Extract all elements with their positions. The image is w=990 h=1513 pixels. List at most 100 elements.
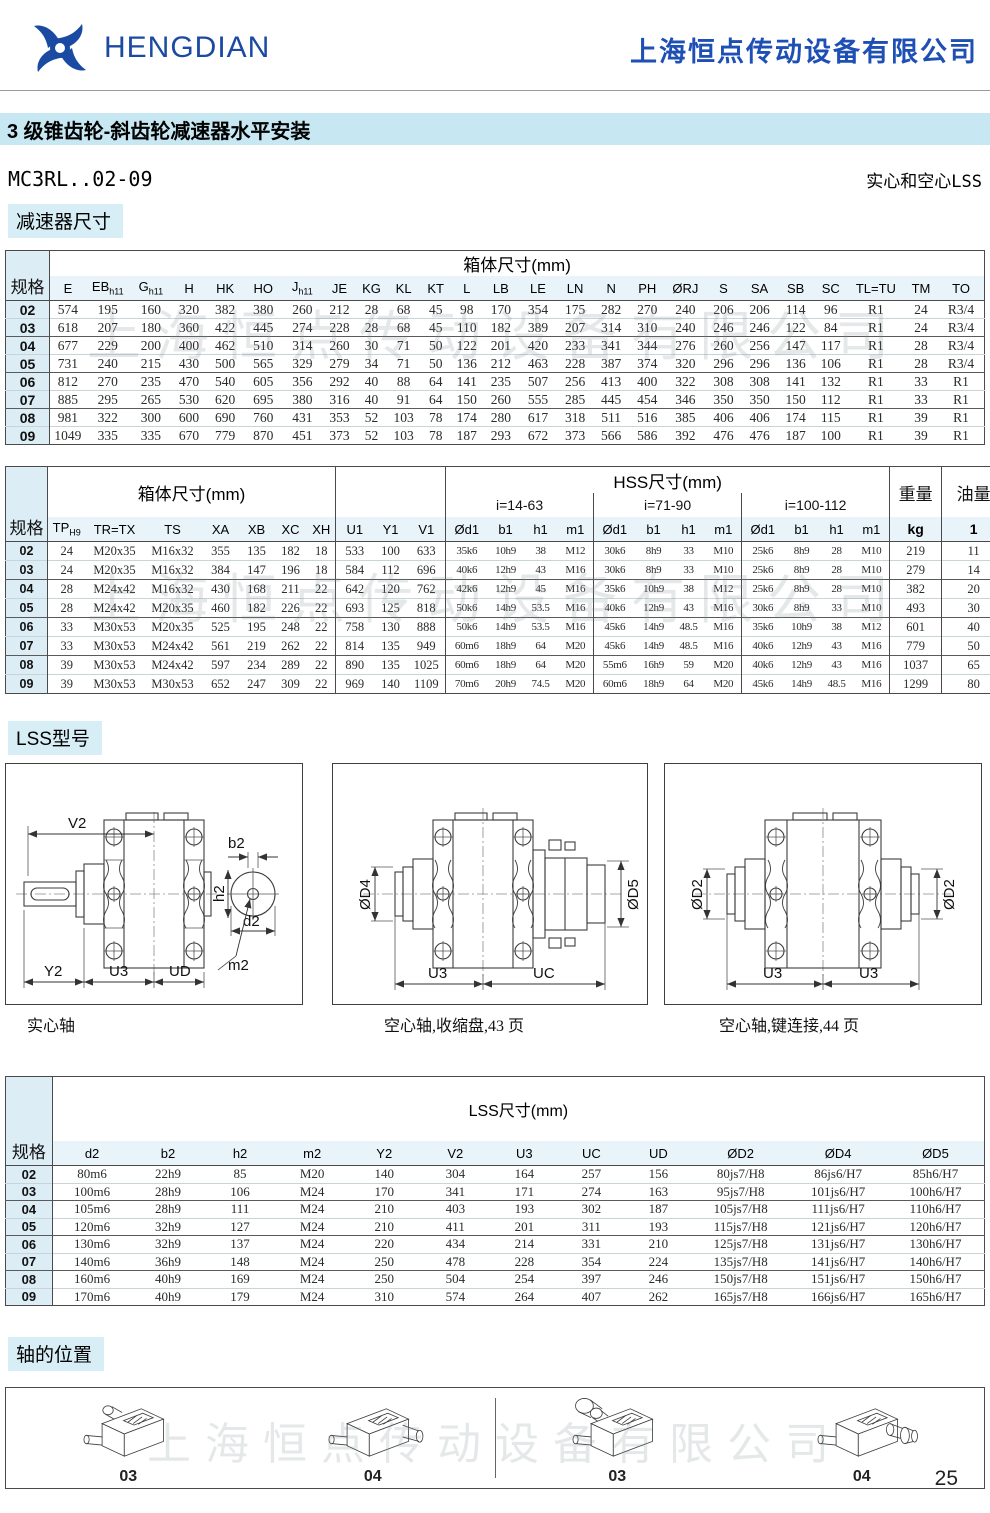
value-cell: 8h9 [645,564,662,576]
spacer-header [335,466,446,517]
value-cell: 18h9 [643,678,664,690]
column-header: TS [143,517,202,542]
value-cell: 86js6/H7 [814,1166,862,1182]
column-header: H [171,276,207,301]
value-cell: 125js7/H8 [713,1236,768,1252]
value-cell: 182 [281,543,300,558]
value-cell: R1 [953,373,969,389]
spec-cell: 06 [5,372,51,391]
value-cell: M20x35 [93,562,136,577]
value-cell: 150 [785,391,806,407]
table: 规格 箱体尺寸(mm) HSS尺寸(mm) 重量 油量 i=14-63 i=71-90 i=1… [5,466,990,694]
value-cell: 60m6 [593,674,636,694]
value-cell: 32h9 [154,1218,181,1234]
value-cell: 229 [97,337,118,353]
value-cell: R1 [953,409,969,425]
value-cell: 235 [140,373,162,389]
value-cell: 387 [601,355,622,371]
value-cell: 28h9 [154,1183,181,1199]
position-number: 03 [608,1468,627,1485]
value-cell: 211 [281,581,300,596]
column-header: ØD2 [691,1141,790,1166]
value-cell: 193 [648,1218,669,1234]
value-cell: M24 [299,1201,325,1217]
column-header: ØRJ [665,276,706,301]
value-cell: 240 [675,301,696,317]
value-cell: 289 [281,657,300,672]
value-cell: 150js7/H8 [713,1271,768,1287]
value-cell: 8h9 [793,602,810,614]
column-header: Ød1 [593,517,636,542]
spec-cell: 08 [5,655,48,675]
value-cell: 335 [97,427,118,443]
value-cell: 533 [335,541,374,561]
value-cell: 353 [329,409,350,425]
value-cell: M16 [861,659,882,671]
value-cell: 341 [445,1183,466,1199]
value-cell: 233 [564,337,586,353]
value-cell: 397 [581,1271,602,1287]
value-cell: M24x42 [151,657,194,672]
value-cell: M24 [299,1253,325,1269]
value-cell: 431 [292,409,313,425]
value-cell: 48.5 [827,678,846,690]
value-cell: 170 [374,1183,394,1199]
value-cell: 406 [713,409,734,425]
housing-dimensions-table: 规格 箱体尺寸(mm) E EBh11 Gh11 H HK HO Jh11 JE KG KL KT L LB… [0,250,990,445]
solid-shaft-diagram: V2 Y2 U3 UD b2 h2 [5,763,303,1005]
value-cell: 511 [601,409,622,425]
value-cell: 300 [140,409,162,425]
value-cell: 620 [214,391,236,407]
value-cell: R1 [867,319,884,335]
value-cell: M12 [565,545,586,557]
value-cell: 555 [527,391,549,407]
table-row: 05 731 240 215 430 500 565 329 279 34 71 50 136 212 46… [5,354,985,373]
table-row: 02 574 195 160 320 382 380 260 212 28 68 45 98 170 354… [5,300,985,319]
value-cell: 354 [581,1253,602,1269]
company-name: 上海恒点传动设备有限公司 [630,37,978,67]
value-cell: 226 [281,600,300,615]
value-cell: 282 [601,301,622,317]
value-cell: R1 [953,391,969,407]
oil-header: 油量 [941,466,990,517]
column-header: h2 [204,1141,276,1166]
lss-diagrams: V2 Y2 U3 UD b2 h2 [5,763,990,1036]
value-cell: 18h9 [495,659,516,671]
value-cell: M24x42 [93,581,136,596]
column-header: V2 [419,1141,491,1166]
section-title-bar: 3 级锥齿轮-斜齿轮减速器水平安装 [0,113,990,145]
value-cell: 50 [428,337,443,353]
value-cell: 762 [416,581,436,596]
value-cell: 160 [140,301,162,317]
weight-cell: 1037 [889,655,942,675]
column-header: L [450,276,483,301]
value-cell: 274 [292,319,313,335]
value-cell: 540 [214,373,236,389]
value-cell: 115js7/H8 [713,1218,768,1234]
value-cell: 71 [396,337,411,353]
value-cell: 8h9 [645,545,662,557]
value-cell: 10h9 [791,621,812,633]
table-row: 08 39 M30x53 M24x42 597 234 289 22 890 135 1025 60m… [5,655,990,675]
value-cell: 207 [564,319,586,335]
spec-cell: 07 [5,1253,53,1271]
value-cell: 110 [456,319,477,335]
value-cell: 28h9 [154,1201,181,1217]
column-header: Y1 [373,517,408,542]
value-cell: 264 [514,1288,535,1304]
value-cell: 80js7/H8 [716,1166,765,1182]
value-cell: 12h9 [495,583,516,595]
value-cell: 633 [416,543,436,558]
column-header: b2 [131,1141,205,1166]
value-cell: 18h9 [495,640,516,652]
value-cell: 201 [490,337,511,353]
value-cell: 212 [329,301,350,317]
value-cell: M10 [713,545,734,557]
value-cell: 476 [749,427,770,443]
value-cell: 78 [428,409,443,425]
value-cell: 28 [60,581,74,596]
value-cell: 168 [247,581,266,596]
value-cell: 60m6 [445,655,488,675]
value-cell: 260 [713,337,734,353]
value-cell: 516 [637,409,658,425]
